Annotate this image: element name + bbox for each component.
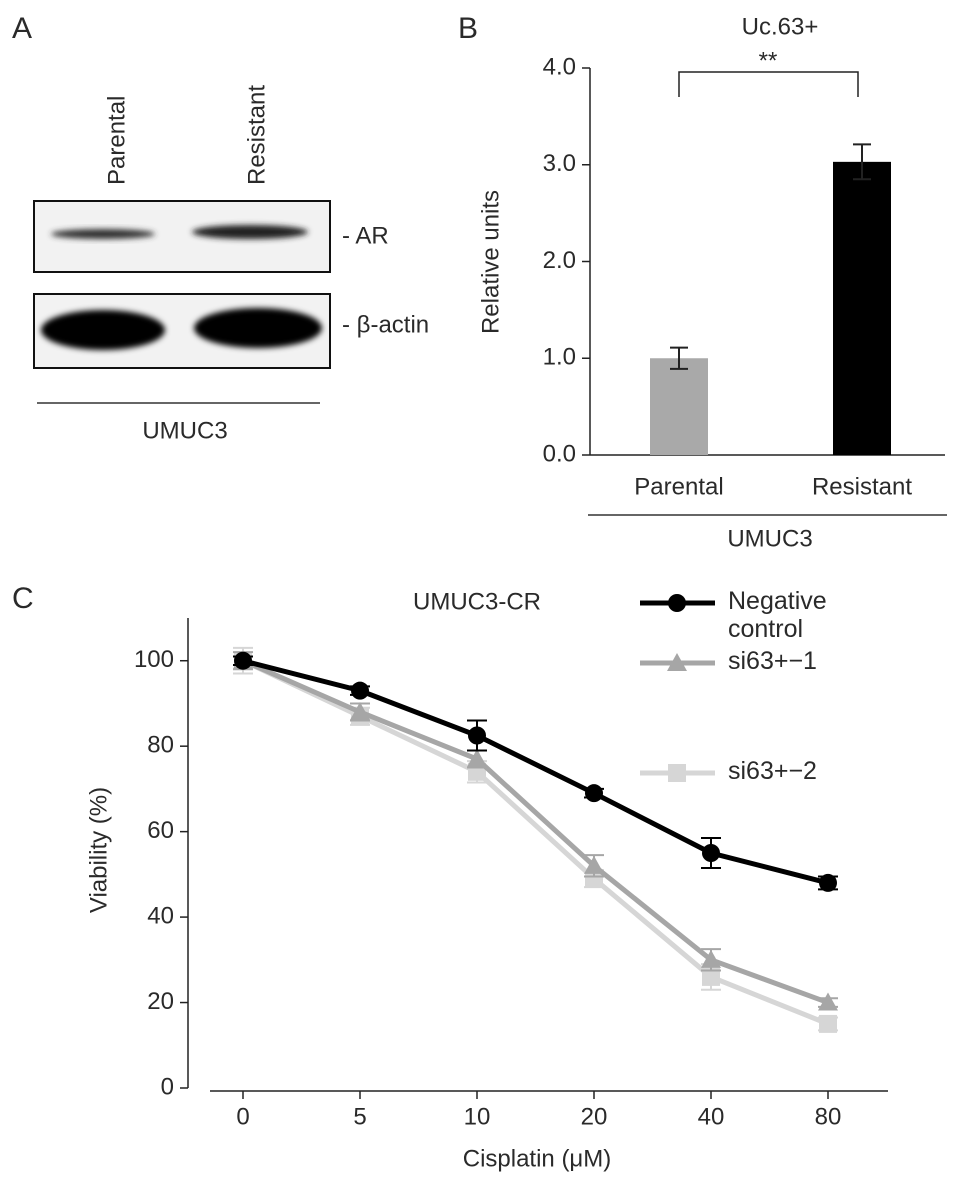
y-axis-label: Viability (%): [85, 787, 112, 913]
significance-bracket: [678, 71, 859, 97]
legend-label: Negative control: [728, 587, 827, 643]
panel-label: A: [12, 12, 32, 45]
panel-label: B: [458, 12, 478, 45]
x-tick-label: 20: [581, 1103, 608, 1130]
band: [192, 225, 308, 239]
y-tick-label: 100: [134, 646, 174, 673]
data-point: [351, 681, 369, 700]
band: [41, 310, 165, 350]
data-point: [702, 844, 720, 862]
series-line: [241, 658, 829, 1005]
group-label: UMUC3: [142, 417, 227, 444]
bar: [833, 161, 891, 455]
panel-label: C: [12, 582, 34, 615]
legend-marker: [668, 764, 686, 782]
data-point: [818, 992, 838, 1011]
y-tick-label: 20: [147, 988, 174, 1015]
data-point: [585, 869, 603, 888]
x-tick-label: 80: [815, 1103, 842, 1130]
y-tick-label: 80: [147, 732, 174, 759]
bar: [650, 358, 708, 455]
error-bar: [853, 143, 871, 181]
significance-label: **: [759, 47, 778, 74]
data-point: [819, 873, 837, 892]
data-point: [468, 726, 486, 745]
x-axis-label: Cisplatin (μM): [463, 1145, 612, 1172]
x-tick-label: 5: [353, 1103, 366, 1130]
y-tick-label: 4.0: [543, 53, 576, 80]
data-point: [701, 949, 721, 968]
data-point: [702, 967, 720, 986]
legend-label: si63+−2: [728, 757, 817, 785]
x-tick-label: Parental: [634, 473, 723, 500]
lane-label: Resistant: [243, 85, 270, 185]
x-tick-label: 0: [236, 1103, 249, 1130]
y-tick-label: 60: [147, 817, 174, 844]
y-tick-label: 0: [161, 1073, 174, 1100]
series-line: [241, 658, 829, 1027]
y-axis-label: Relative units: [477, 190, 504, 334]
legend-marker: [667, 653, 687, 671]
band: [51, 229, 155, 239]
data-point: [819, 1014, 837, 1033]
chart-title: UMUC3-CR: [413, 588, 541, 615]
chart-title: Uc.63+: [742, 13, 819, 40]
data-point: [584, 855, 604, 874]
lane-label: Parental: [103, 96, 130, 185]
data-point: [467, 749, 487, 767]
y-tick-label: 40: [147, 902, 174, 929]
band-label: - AR: [342, 222, 389, 249]
series-line: [242, 658, 829, 886]
y-tick-label: 1.0: [543, 344, 576, 371]
data-point: [350, 702, 370, 720]
band-label: - β-actin: [342, 311, 429, 338]
legend-label: si63+−1: [728, 647, 817, 675]
group-label: UMUC3: [727, 525, 812, 552]
error-bar: [670, 346, 688, 370]
y-tick-label: 3.0: [543, 150, 576, 177]
data-point: [585, 784, 603, 803]
data-point: [234, 651, 252, 670]
band: [194, 308, 322, 348]
y-tick-label: 0.0: [543, 440, 576, 467]
legend-marker: [668, 594, 686, 612]
x-tick-label: 10: [464, 1103, 491, 1130]
x-tick-label: 40: [698, 1103, 725, 1130]
y-tick-label: 2.0: [543, 247, 576, 274]
x-tick-label: Resistant: [812, 473, 912, 500]
